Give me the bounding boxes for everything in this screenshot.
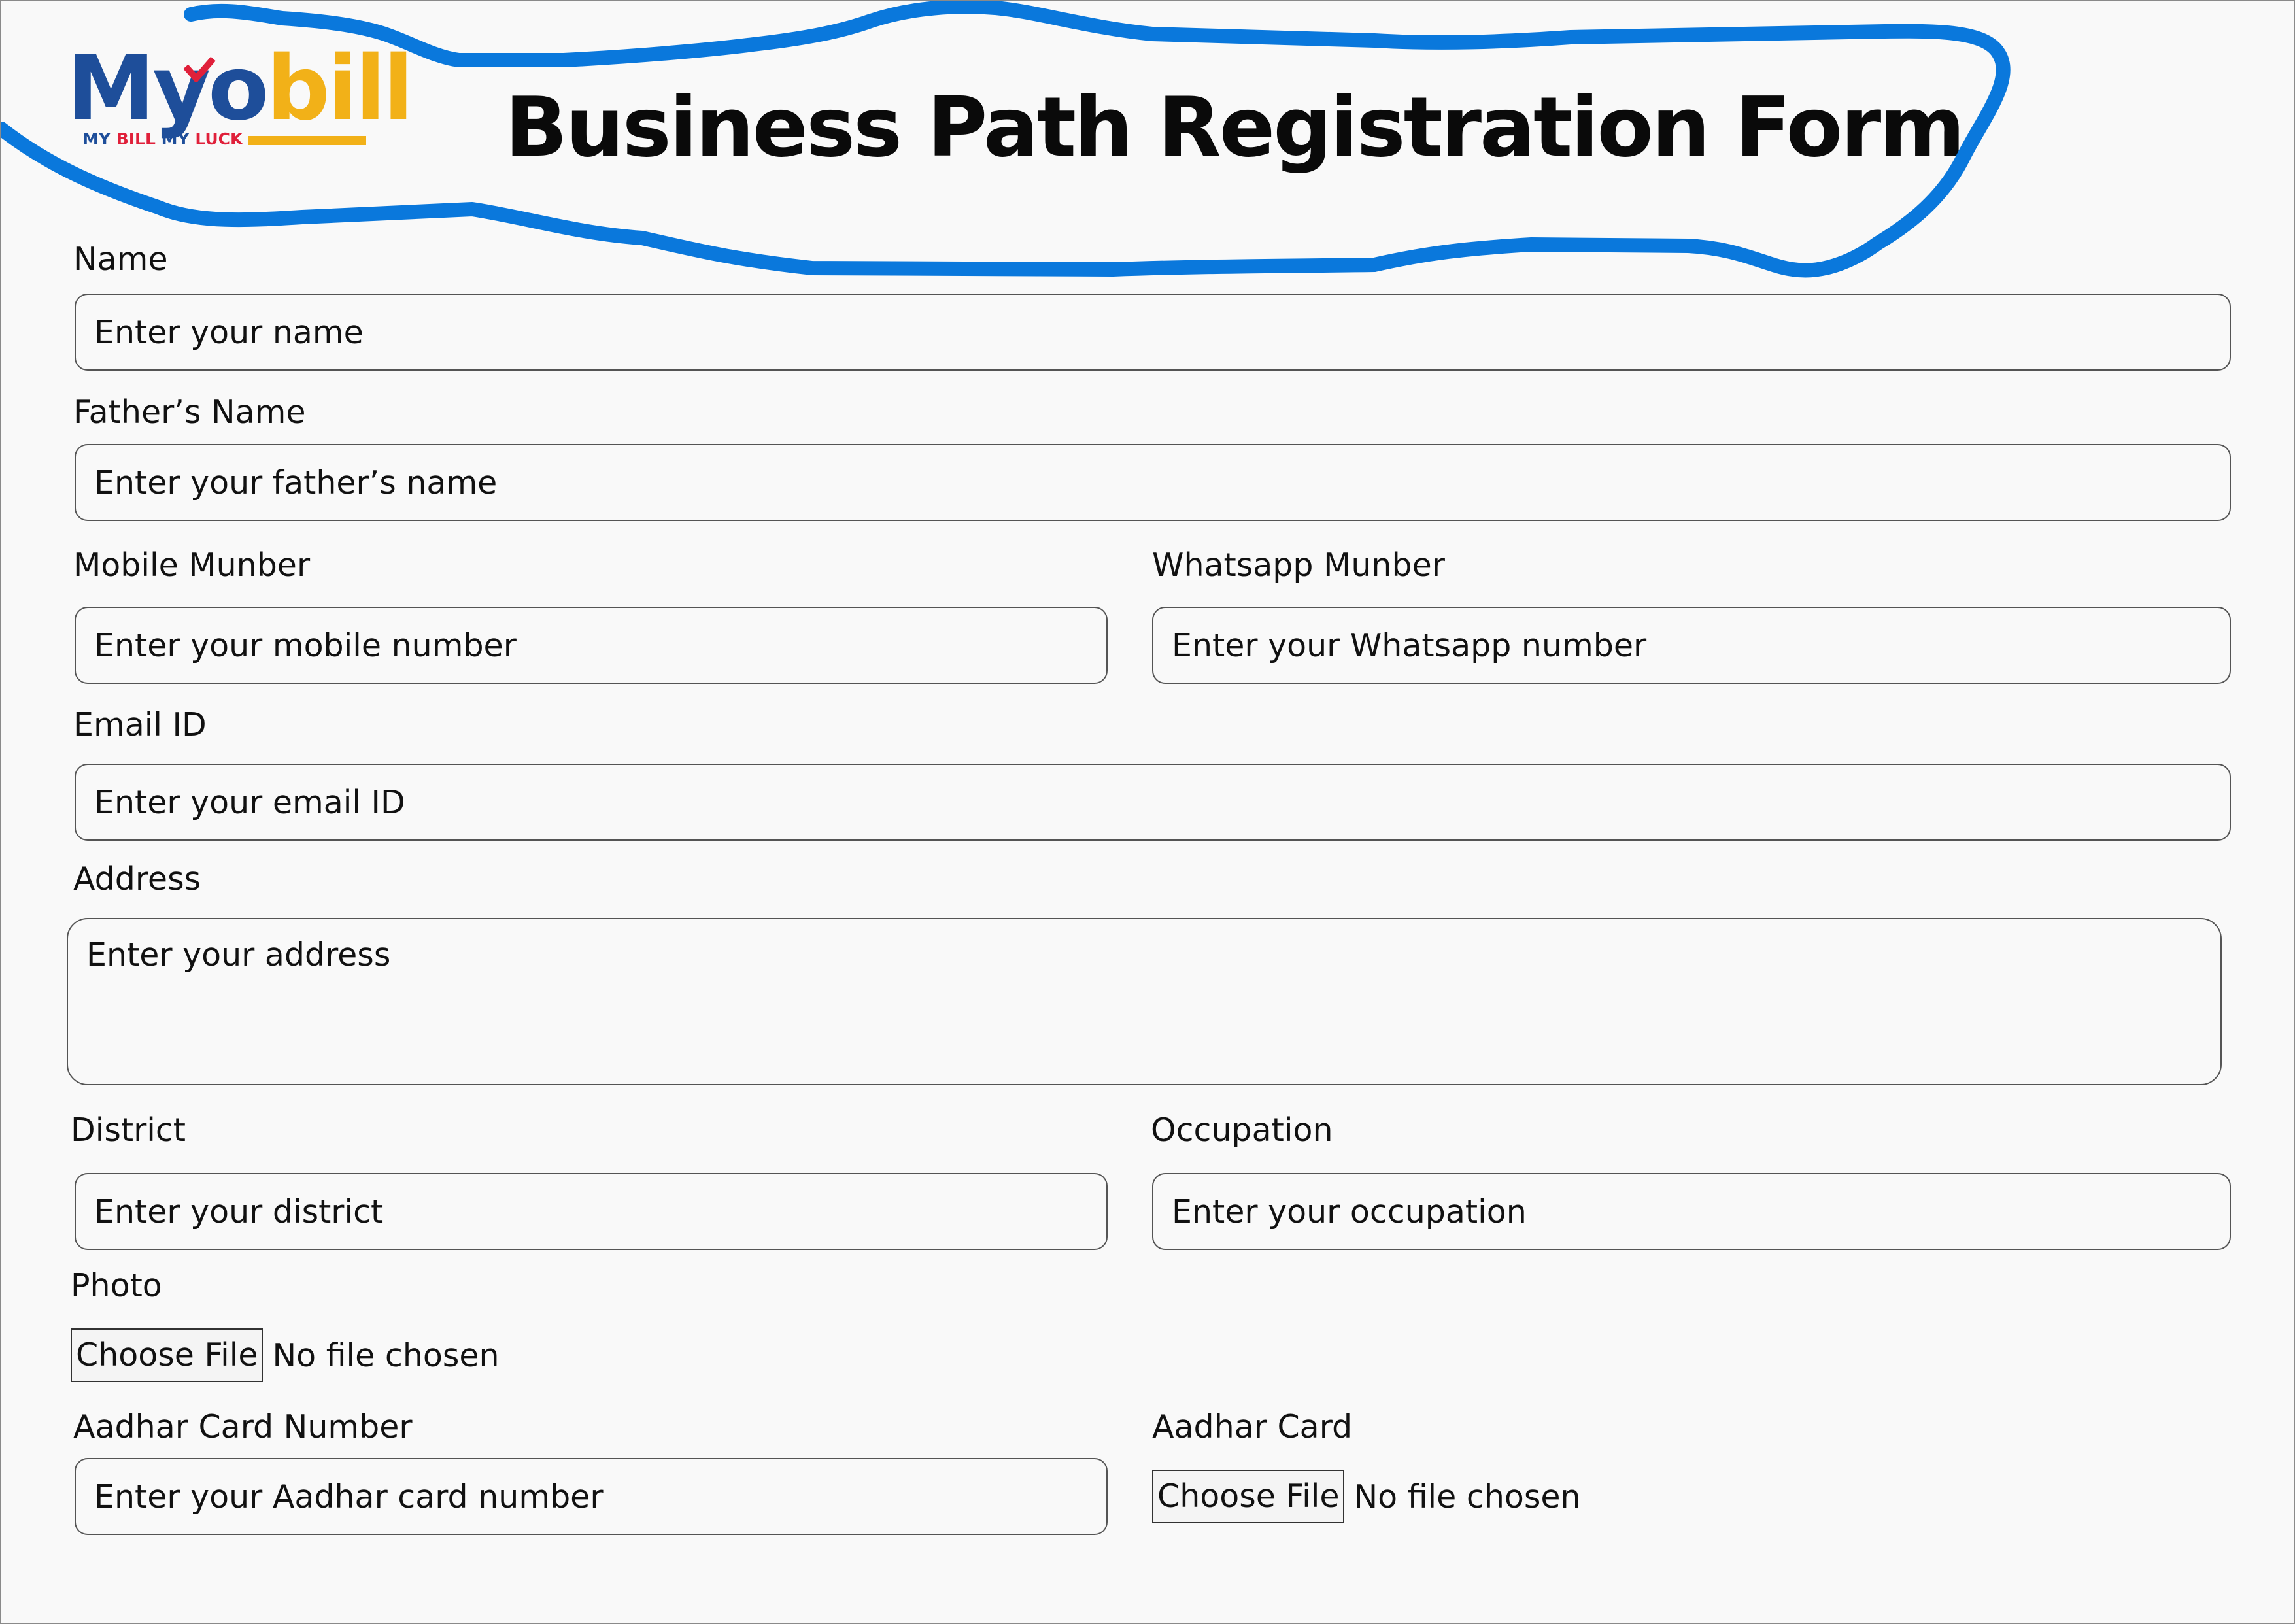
aadhar-card-file-picker: Choose File No file chosen: [1152, 1470, 1581, 1523]
name-label: Name: [73, 241, 168, 278]
address-label: Address: [73, 860, 201, 898]
email-field: [75, 764, 2231, 841]
whatsapp-input[interactable]: [1172, 608, 2211, 683]
aadhar-number-input[interactable]: [94, 1459, 1088, 1534]
logo-underline: [248, 136, 366, 145]
mobile-field: [75, 607, 1108, 684]
district-label: District: [71, 1111, 186, 1149]
email-input[interactable]: [94, 765, 2211, 839]
email-label: Email ID: [73, 706, 207, 743]
whatsapp-label: Whatsapp Munber: [1152, 547, 1445, 584]
district-field: [75, 1173, 1108, 1250]
name-field: [75, 294, 2231, 371]
mybill-logo: Myobill MY BILL MY LUCK: [67, 44, 414, 160]
photo-file-status: No file chosen: [272, 1336, 500, 1374]
aadhar-file-status: No file chosen: [1353, 1478, 1581, 1515]
page-title: Business Path Registration Form: [505, 79, 1965, 175]
aadhar-choose-file-button[interactable]: Choose File: [1152, 1470, 1345, 1523]
aadhar-number-label: Aadhar Card Number: [73, 1408, 413, 1446]
address-input[interactable]: [86, 936, 2202, 1054]
whatsapp-field: [1152, 607, 2231, 684]
photo-file-picker: Choose File No file chosen: [71, 1328, 500, 1382]
father-name-label: Father’s Name: [73, 394, 306, 431]
aadhar-number-field: [75, 1458, 1108, 1535]
logo-checkmark-icon: [183, 56, 216, 82]
occupation-input[interactable]: [1172, 1174, 2211, 1249]
occupation-field: [1152, 1173, 2231, 1250]
mobile-input[interactable]: [94, 608, 1088, 683]
father-name-input[interactable]: [94, 445, 2211, 520]
father-name-field: [75, 444, 2231, 521]
logo-wordmark: Myobill: [67, 37, 414, 141]
photo-choose-file-button[interactable]: Choose File: [71, 1328, 264, 1382]
photo-label: Photo: [71, 1267, 162, 1304]
occupation-label: Occupation: [1151, 1111, 1333, 1149]
name-input[interactable]: [94, 295, 2211, 369]
address-field: [67, 918, 2222, 1085]
mobile-label: Mobile Munber: [73, 547, 311, 584]
aadhar-card-label: Aadhar Card: [1152, 1408, 1353, 1446]
logo-tagline: MY BILL MY LUCK: [82, 129, 243, 148]
district-input[interactable]: [94, 1174, 1088, 1249]
